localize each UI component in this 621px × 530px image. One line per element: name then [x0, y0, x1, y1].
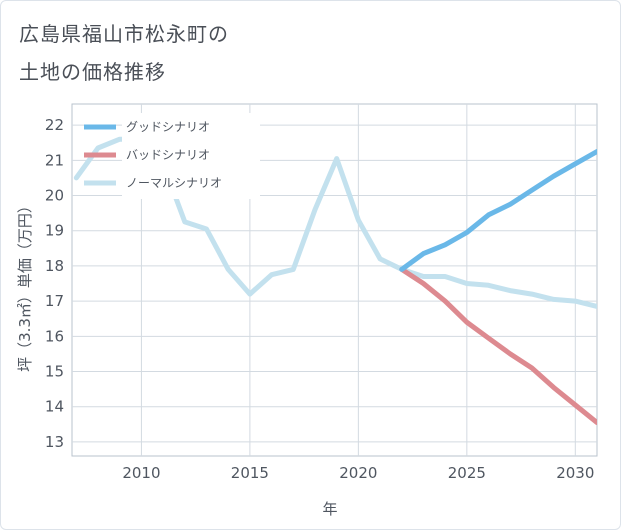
y-tick-label: 18: [45, 257, 64, 275]
series-line-0: [399, 149, 597, 272]
x-axis-label: 年: [322, 500, 337, 518]
x-tick-label: 2015: [231, 464, 269, 482]
y-axis-label: 坪（3.3㎡）単価（万円）: [16, 198, 34, 372]
y-tick-label: 15: [45, 363, 64, 381]
legend-label: グッドシナリオ: [126, 120, 210, 134]
y-tick-label: 21: [45, 151, 64, 169]
tick-labels: 13 14 15 16 17 18 19 20 21 22 2010 2015 2020 2025 2030: [45, 116, 594, 482]
plot-border: [71, 103, 598, 457]
x-tick-label: 2010: [122, 464, 160, 482]
y-tick-label: 20: [45, 187, 64, 205]
x-tick-label: 2030: [556, 464, 594, 482]
legend-background: [122, 113, 260, 199]
y-tick-label: 16: [45, 327, 64, 345]
y-tick-label: 17: [45, 292, 64, 310]
legend-label: バッドシナリオ: [126, 148, 210, 162]
x-tick-label: 2020: [339, 464, 377, 482]
y-tick-label: 14: [45, 398, 64, 416]
y-tick-label: 22: [45, 116, 64, 134]
y-tick-label: 13: [45, 433, 64, 451]
y-tick-label: 19: [45, 222, 64, 240]
chart-title-line-1: 広島県福山市松永町の: [19, 22, 229, 46]
x-tick-label: 2025: [448, 464, 486, 482]
chart-title: 広島県福山市松永町の 土地の価格推移: [19, 15, 419, 91]
chart-title-line-2: 土地の価格推移: [19, 60, 166, 84]
legend-label: ノーマルシナリオ: [126, 176, 222, 190]
series-line-1: [399, 266, 597, 426]
